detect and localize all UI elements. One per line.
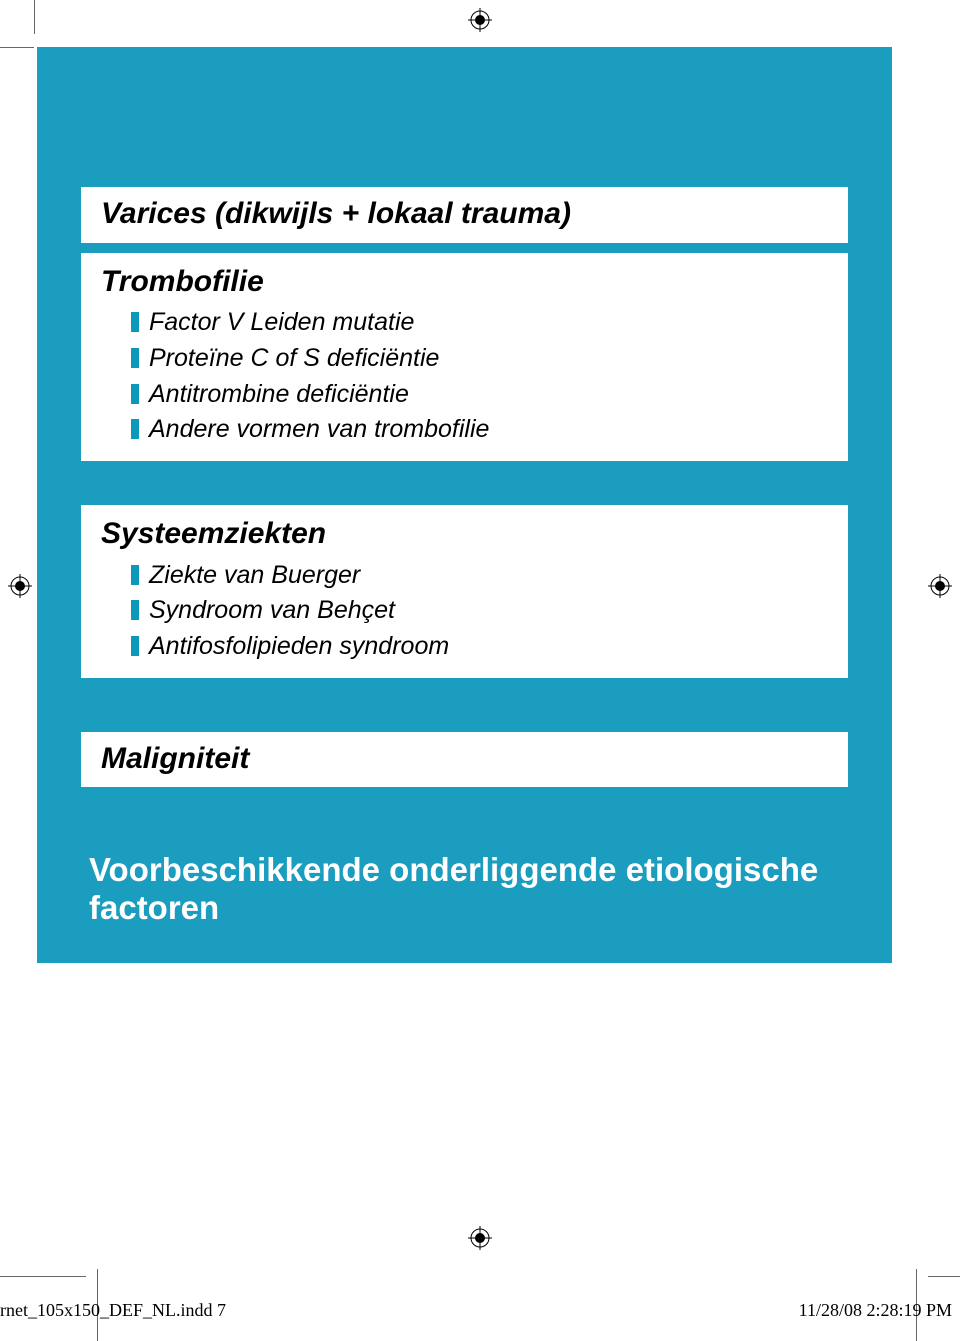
spacer xyxy=(81,688,848,732)
bullet-icon xyxy=(131,565,139,585)
bullet-icon xyxy=(131,348,139,368)
bullet-icon xyxy=(131,419,139,439)
list-item: Syndroom van Behçet xyxy=(131,594,828,628)
crop-mark xyxy=(928,1276,960,1277)
registration-mark-icon xyxy=(468,1226,492,1250)
doc-footer: rnet_105x150_DEF_NL.indd 7 11/28/08 2:28… xyxy=(0,1300,960,1321)
bullet-icon xyxy=(131,636,139,656)
list-text: Ziekte van Buerger xyxy=(149,559,360,593)
list-item: Proteïne C of S deficiëntie xyxy=(131,342,828,376)
box-trombofilie: Trombofilie Factor V Leiden mutatie Prot… xyxy=(81,253,848,462)
crop-mark xyxy=(0,1276,86,1277)
box-title: Trombofilie xyxy=(101,263,828,301)
box-list: Ziekte van Buerger Syndroom van Behçet A… xyxy=(101,559,828,664)
list-text: Antifosfolipieden syndroom xyxy=(149,630,449,664)
box-systeemziekten: Systeemziekten Ziekte van Buerger Syndro… xyxy=(81,505,848,678)
doc-filename: rnet_105x150_DEF_NL.indd 7 xyxy=(0,1300,226,1321)
list-item: Antifosfolipieden syndroom xyxy=(131,630,828,664)
footer-heading: Voorbeschikkende onderliggende etiologis… xyxy=(81,851,848,927)
list-item: Factor V Leiden mutatie xyxy=(131,306,828,340)
main-panel: Varices (dikwijls + lokaal trauma) Tromb… xyxy=(37,47,892,963)
registration-mark-icon xyxy=(928,574,952,598)
box-list: Factor V Leiden mutatie Proteïne C of S … xyxy=(101,306,828,447)
bullet-icon xyxy=(131,600,139,620)
list-text: Antitrombine deficiëntie xyxy=(149,378,409,412)
box-title: Varices (dikwijls + lokaal trauma) xyxy=(101,195,828,233)
crop-mark xyxy=(34,0,35,34)
box-title: Maligniteit xyxy=(101,740,828,778)
box-varices: Varices (dikwijls + lokaal trauma) xyxy=(81,187,848,243)
bullet-icon xyxy=(131,384,139,404)
crop-mark xyxy=(0,47,34,48)
registration-mark-icon xyxy=(8,574,32,598)
box-title: Systeemziekten xyxy=(101,515,828,553)
spacer xyxy=(81,471,848,505)
bullet-icon xyxy=(131,312,139,332)
registration-mark-icon xyxy=(468,8,492,32)
list-text: Proteïne C of S deficiëntie xyxy=(149,342,439,376)
list-item: Andere vormen van trombofilie xyxy=(131,413,828,447)
doc-timestamp: 11/28/08 2:28:19 PM xyxy=(799,1300,952,1321)
list-item: Antitrombine deficiëntie xyxy=(131,378,828,412)
list-item: Ziekte van Buerger xyxy=(131,559,828,593)
list-text: Factor V Leiden mutatie xyxy=(149,306,414,340)
list-text: Andere vormen van trombofilie xyxy=(149,413,489,447)
list-text: Syndroom van Behçet xyxy=(149,594,395,628)
box-maligniteit: Maligniteit xyxy=(81,732,848,788)
